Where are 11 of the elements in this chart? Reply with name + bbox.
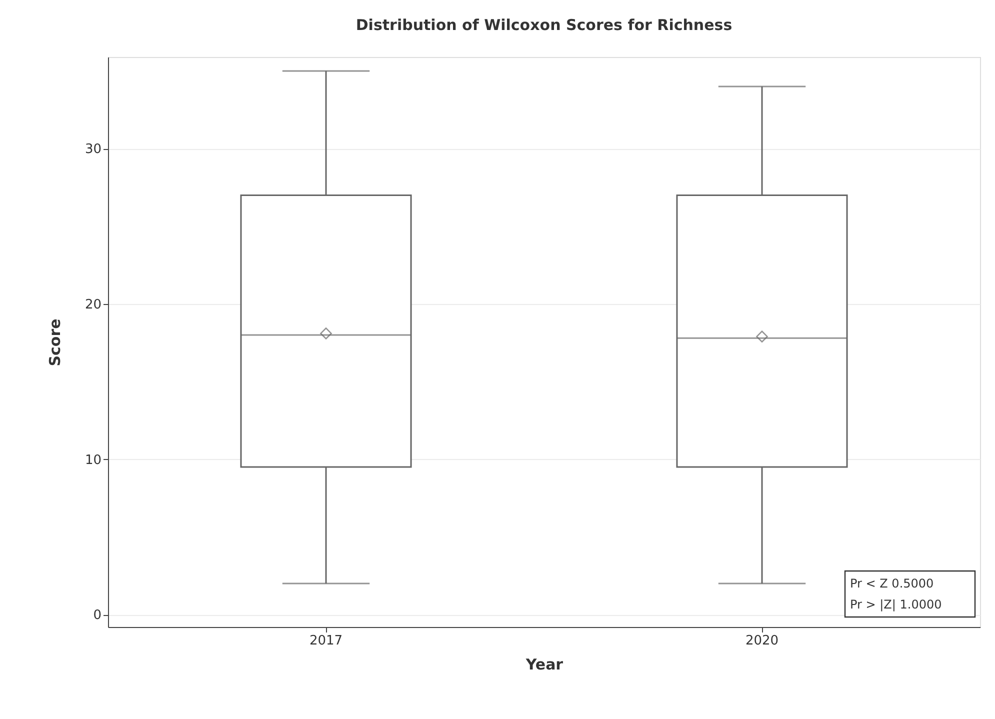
annotation: Pr < Z 0.5000 — [850, 576, 934, 590]
x-tick-label: 2020 — [745, 634, 779, 648]
y-tick-label: 30 — [84, 142, 102, 158]
x-tick-label: 2017 — [309, 634, 343, 648]
chart-title: Distribution of Wilcoxon Scores for Richness — [356, 16, 732, 34]
y-tick-label: 0 — [93, 608, 102, 624]
y-tick-label: 10 — [84, 452, 102, 468]
x-axis-title: Year — [524, 656, 564, 674]
y-tick-label: 20 — [84, 297, 102, 312]
annotation: Pr > |Z| 1.0000 — [850, 598, 942, 612]
y-axis-title: Score — [46, 318, 64, 366]
